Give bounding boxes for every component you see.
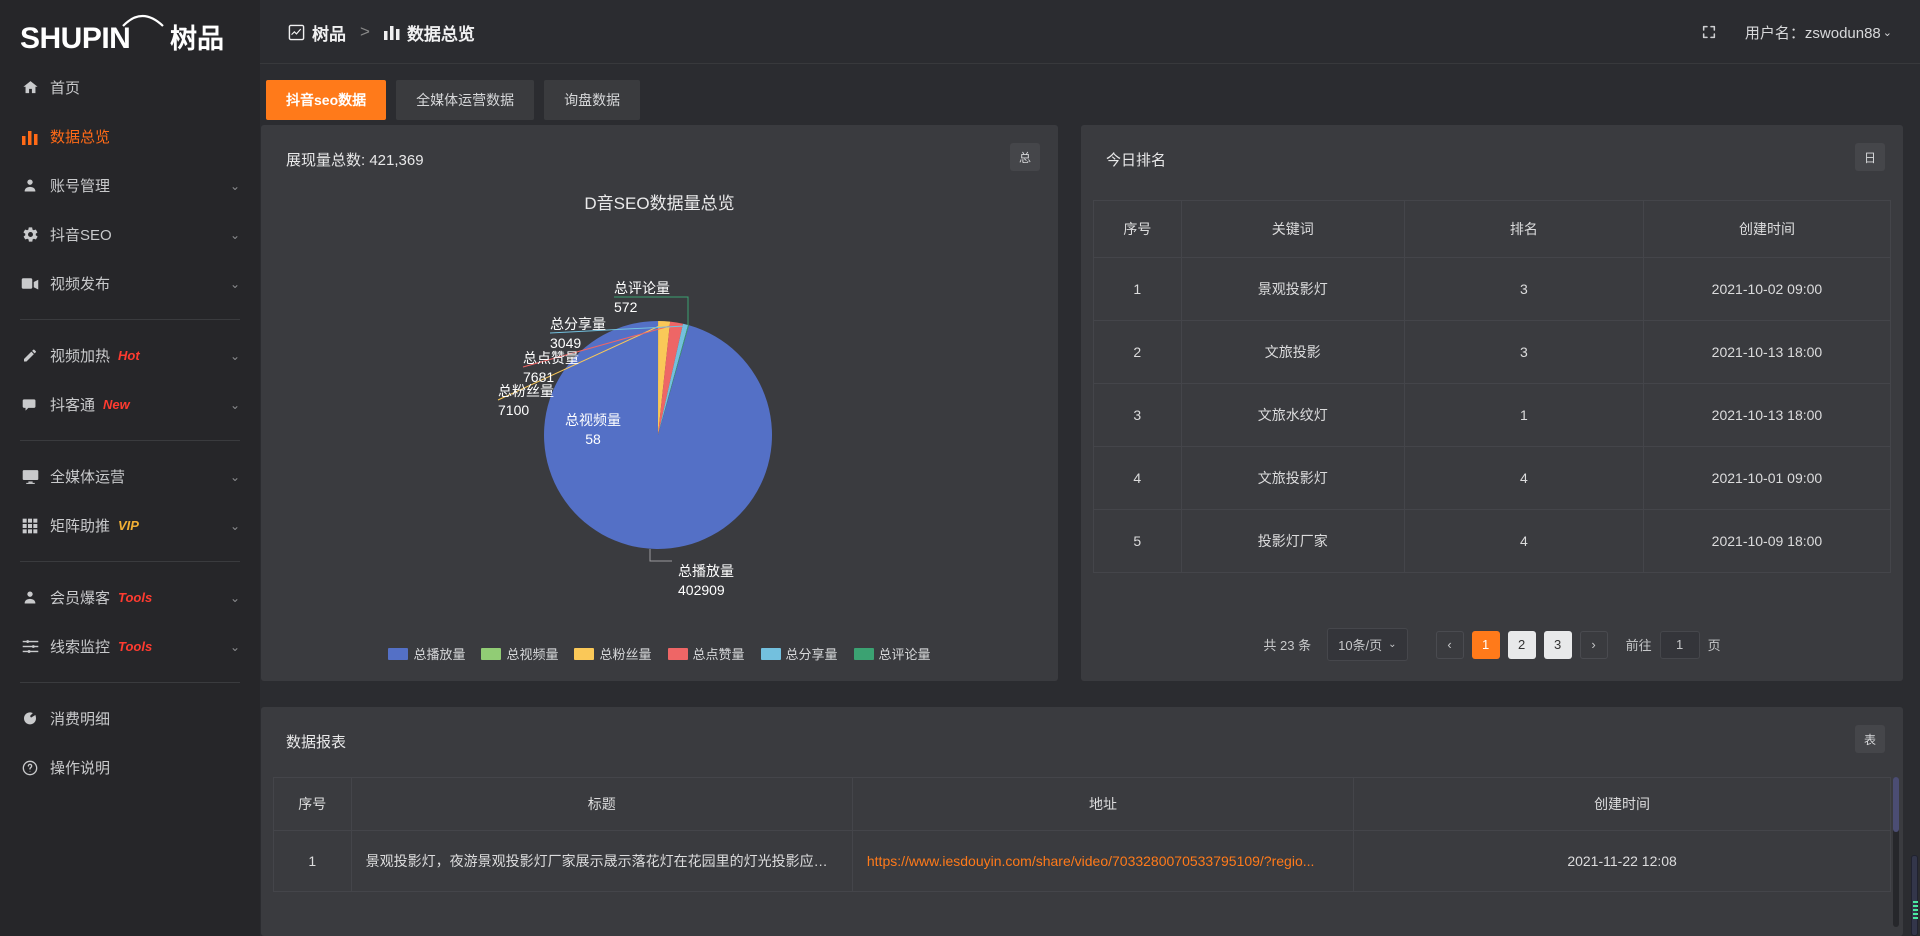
svg-text:7681: 7681	[523, 369, 554, 385]
svg-text:总视频量: 总视频量	[565, 412, 621, 428]
svg-text:572: 572	[614, 299, 638, 315]
svg-text:树品: 树品	[170, 24, 224, 54]
svg-text:402909: 402909	[678, 582, 725, 598]
svg-text:总分享量: 总分享量	[550, 316, 606, 332]
svg-text:总播放量: 总播放量	[678, 563, 734, 579]
svg-text:SHUPIN: SHUPIN	[20, 22, 130, 55]
svg-text:58: 58	[585, 431, 601, 447]
svg-text:7100: 7100	[498, 402, 529, 418]
svg-text:总粉丝量: 总粉丝量	[498, 383, 554, 399]
svg-text:3049: 3049	[550, 335, 581, 351]
svg-text:总点赞量: 总点赞量	[523, 350, 579, 366]
svg-text:总评论量: 总评论量	[614, 280, 670, 296]
